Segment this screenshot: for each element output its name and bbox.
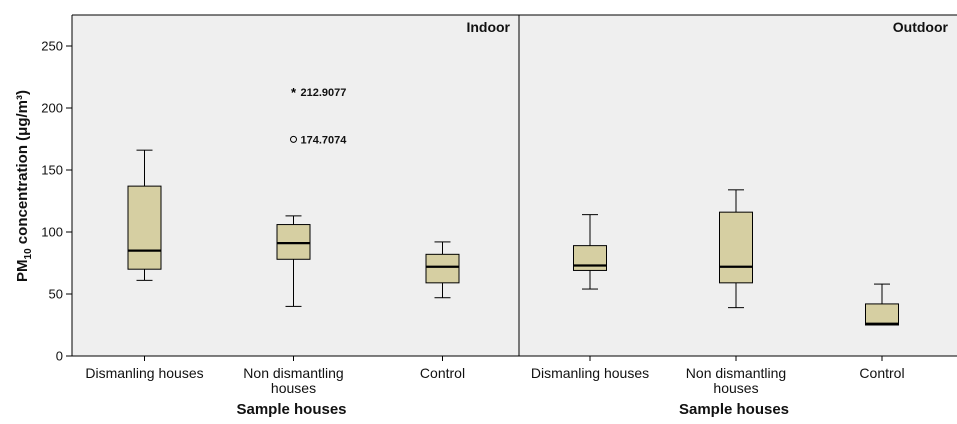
y-axis-title-rest: concentration (μg/m³) (14, 90, 31, 248)
x-category-label: Non dismantling (243, 365, 343, 381)
panel-background (519, 15, 957, 356)
box-iqr (127, 185, 162, 270)
y-tick-label: 250 (41, 39, 63, 54)
x-category-label: Control (420, 365, 465, 381)
panel-title: Outdoor (893, 19, 949, 35)
x-category-label: Dismanling houses (531, 365, 649, 381)
box-iqr (425, 253, 460, 284)
x-axis-title: Sample houses (236, 401, 346, 418)
y-tick-label: 100 (41, 225, 63, 240)
box-iqr (865, 303, 899, 326)
x-category-label: houses (271, 380, 316, 396)
y-axis-title-subscript: 10 (23, 248, 34, 260)
panel-title: Indoor (466, 19, 510, 35)
y-axis-title: PM10 concentration (μg/m³) (14, 90, 34, 282)
x-category-label: Non dismantling (686, 365, 786, 381)
outlier-label: 174.7074 (301, 134, 348, 146)
y-tick-label: 0 (56, 349, 63, 364)
box-iqr (719, 211, 753, 284)
x-category-label: Control (859, 365, 904, 381)
outlier-circle-marker (290, 135, 297, 143)
outlier-star-marker: * (291, 85, 297, 100)
x-category-label: Dismanling houses (85, 365, 203, 381)
panel-background (72, 15, 519, 356)
y-tick-label: 50 (49, 287, 63, 302)
y-tick-label: 200 (41, 101, 63, 116)
outlier-label: 212.9077 (301, 87, 347, 99)
box-iqr (573, 245, 607, 271)
x-category-label: houses (713, 380, 758, 396)
y-axis-title-main: PM (14, 259, 31, 282)
y-tick-label: 150 (41, 163, 63, 178)
x-axis-title: Sample houses (679, 401, 789, 418)
box-iqr (276, 224, 311, 260)
